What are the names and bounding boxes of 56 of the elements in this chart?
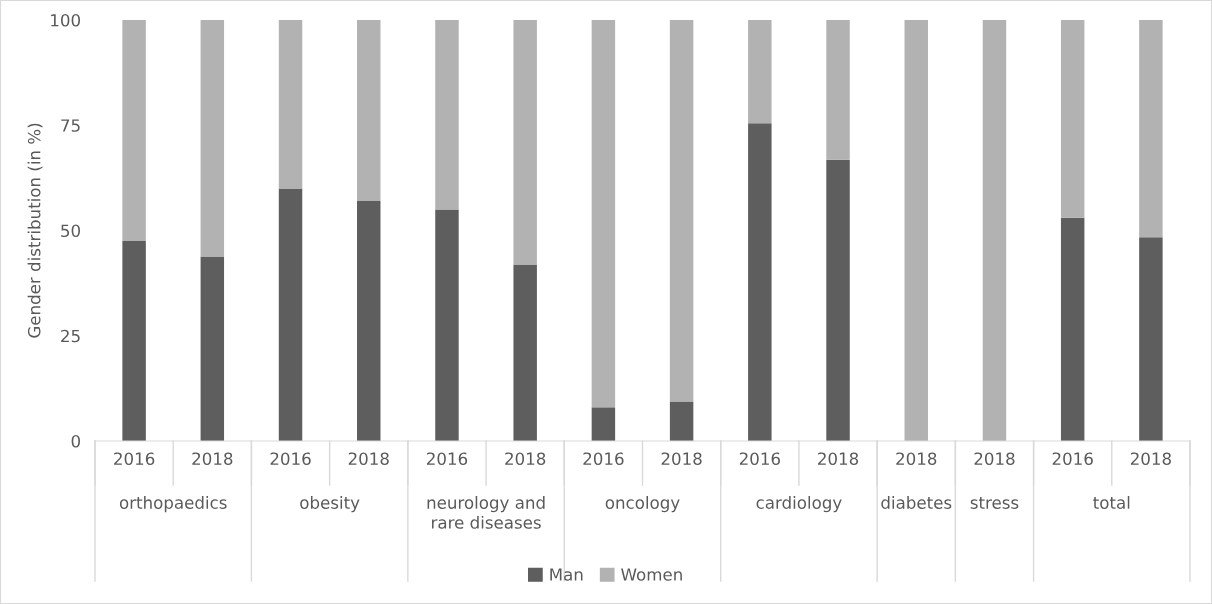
bar [200,20,225,257]
x-tick-label: 2016 [739,452,780,466]
bar [1060,217,1085,441]
y-tick-label: 100 [51,13,80,27]
legend-label: Women [621,568,682,581]
x-tick-label: 2016 [583,452,624,466]
bar [357,20,381,202]
bar [826,20,850,160]
bar [513,264,537,441]
x-tick-label: 2018 [505,452,546,466]
bar [591,407,616,441]
x-tick-label: 2018 [661,452,702,466]
text: diabetes [881,496,952,509]
bar [669,401,694,441]
bar [826,159,850,441]
x-tick-label: 2016 [270,452,311,466]
text: stress [970,496,1019,509]
bar [200,256,225,441]
bar [435,209,459,441]
bar [122,241,146,441]
text: neurology and rare diseases [427,496,545,529]
x-tick-label: 2016 [1052,452,1093,466]
bar [513,20,537,265]
bar [1139,237,1163,441]
bar [435,20,459,210]
x-tick-label: 2018 [348,452,389,466]
x-tick-label: 2018 [192,452,233,466]
bar [357,201,381,441]
bar [1060,20,1085,218]
y-tick-label: 0 [71,434,80,448]
bar [748,20,772,124]
x-tick-label: 2018 [974,452,1015,466]
y-axis-title: Gender distribution (in %) [27,123,43,338]
y-tick-label: 75 [61,119,80,132]
y-tick-label: 50 [61,224,80,238]
bar [591,20,616,408]
legend-label: Man [550,568,583,581]
x-tick-label: 2016 [426,452,468,466]
y-tick-label: 25 [61,329,80,343]
text: obesity [300,496,360,513]
text: oncology [605,496,680,513]
x-tick-label: 2018 [818,452,859,466]
bar [278,188,303,441]
x-tick-label: 2018 [896,452,937,466]
x-tick-label: 2016 [114,452,155,466]
bar [904,20,928,441]
bar [278,20,303,189]
bar [669,20,694,402]
text: cardiology [756,496,842,513]
text: total [1093,496,1130,509]
bar [122,20,146,242]
text: orthopaedics [119,496,227,513]
bar [1139,20,1163,238]
x-tick-label: 2018 [1130,452,1171,466]
bar [982,20,1007,441]
bar [748,123,772,441]
